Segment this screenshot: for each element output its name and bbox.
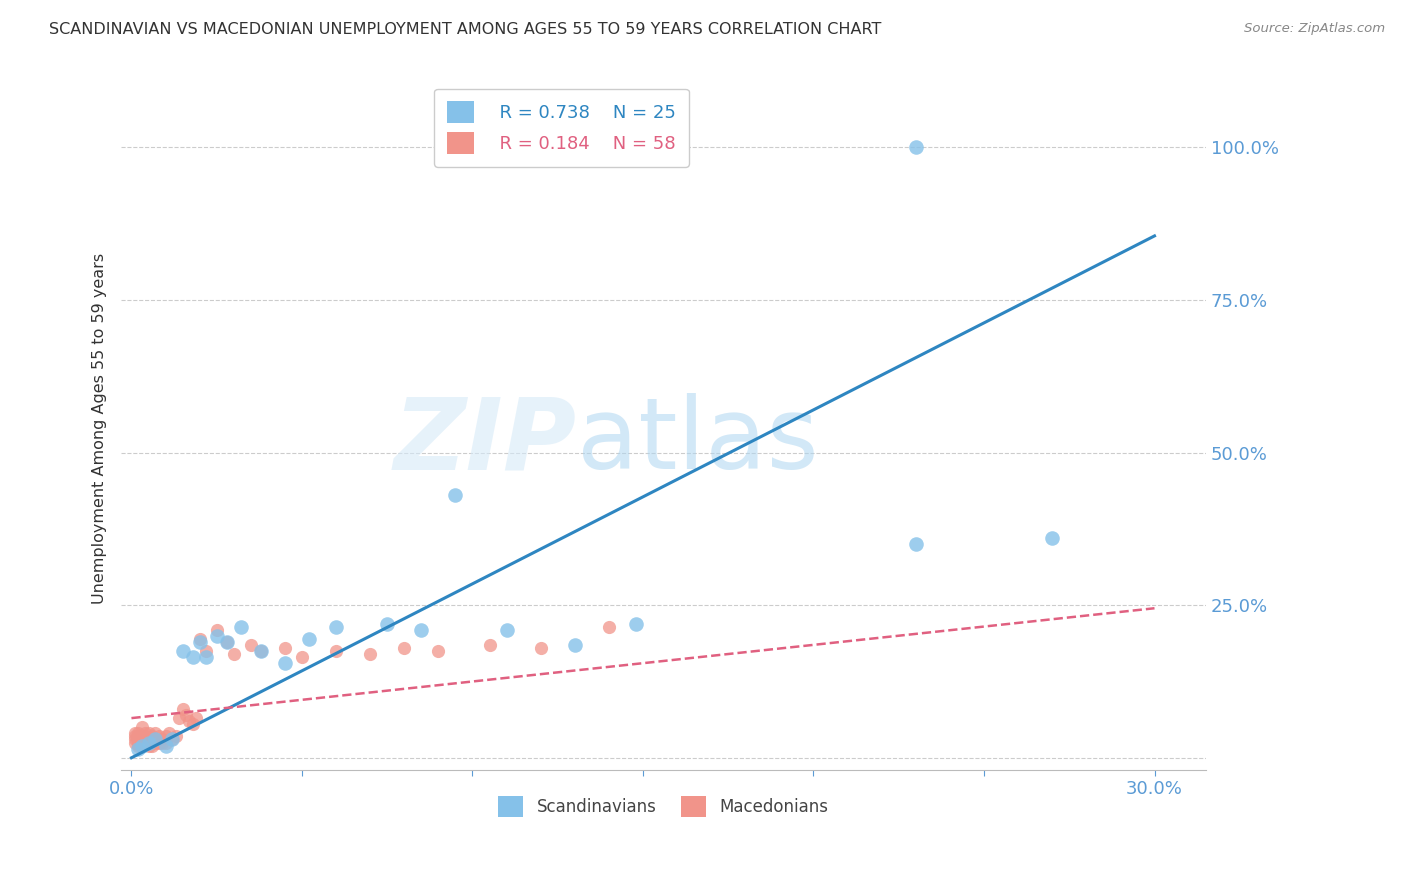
Point — [205, 623, 228, 637]
Point — [131, 732, 153, 747]
Point — [138, 735, 160, 749]
Point — [222, 647, 245, 661]
Point — [427, 644, 450, 658]
Point — [215, 635, 238, 649]
Point — [325, 644, 347, 658]
Point — [143, 726, 166, 740]
Point — [131, 739, 153, 753]
Point — [530, 640, 553, 655]
Point — [165, 730, 187, 744]
Point — [127, 732, 149, 747]
Point — [124, 730, 146, 744]
Text: ZIP: ZIP — [394, 393, 576, 491]
Point — [181, 650, 204, 665]
Point — [495, 623, 517, 637]
Point — [155, 735, 177, 749]
Point — [205, 629, 228, 643]
Text: atlas: atlas — [576, 393, 818, 491]
Point — [188, 635, 211, 649]
Point — [127, 735, 149, 749]
Point — [904, 537, 927, 551]
Point — [124, 726, 146, 740]
Point — [215, 635, 238, 649]
Point — [143, 735, 166, 749]
Point — [143, 732, 166, 747]
Point — [124, 735, 146, 749]
Text: SCANDINAVIAN VS MACEDONIAN UNEMPLOYMENT AMONG AGES 55 TO 59 YEARS CORRELATION CH: SCANDINAVIAN VS MACEDONIAN UNEMPLOYMENT … — [49, 22, 882, 37]
Point — [155, 730, 177, 744]
Point — [134, 732, 156, 747]
Point — [134, 730, 156, 744]
Point — [157, 726, 180, 740]
Point — [274, 656, 297, 670]
Point — [186, 711, 208, 725]
Point — [134, 726, 156, 740]
Point — [179, 714, 201, 728]
Point — [1040, 531, 1063, 545]
Point — [150, 735, 173, 749]
Point — [141, 730, 163, 744]
Point — [167, 711, 190, 725]
Point — [127, 726, 149, 740]
Point — [239, 638, 262, 652]
Point — [188, 632, 211, 646]
Point — [195, 650, 218, 665]
Point — [141, 732, 163, 747]
Point — [195, 644, 218, 658]
Point — [274, 640, 297, 655]
Text: Source: ZipAtlas.com: Source: ZipAtlas.com — [1244, 22, 1385, 36]
Point — [291, 650, 314, 665]
Point — [624, 616, 647, 631]
Point — [298, 632, 321, 646]
Y-axis label: Unemployment Among Ages 55 to 59 years: Unemployment Among Ages 55 to 59 years — [93, 252, 107, 604]
Point — [598, 619, 620, 633]
Point — [325, 619, 347, 633]
Point — [148, 735, 170, 749]
Point — [134, 735, 156, 749]
Point — [143, 732, 166, 747]
Point — [131, 739, 153, 753]
Point — [250, 644, 273, 658]
Point — [138, 739, 160, 753]
Point — [181, 717, 204, 731]
Point — [172, 702, 194, 716]
Point — [444, 488, 467, 502]
Point — [411, 623, 433, 637]
Point — [127, 739, 149, 753]
Point — [138, 732, 160, 747]
Point — [162, 732, 184, 747]
Point — [359, 647, 381, 661]
Point — [131, 720, 153, 734]
Point — [478, 638, 501, 652]
Point — [172, 644, 194, 658]
Point — [648, 140, 671, 154]
Point — [124, 732, 146, 747]
Point — [250, 644, 273, 658]
Point — [131, 735, 153, 749]
Point — [141, 739, 163, 753]
Point — [155, 739, 177, 753]
Point — [127, 741, 149, 756]
Point — [394, 640, 416, 655]
Point — [138, 726, 160, 740]
Point — [148, 730, 170, 744]
Point — [564, 638, 586, 652]
Legend: Scandinavians, Macedonians: Scandinavians, Macedonians — [492, 789, 835, 823]
Point — [150, 732, 173, 747]
Point — [174, 708, 197, 723]
Point — [375, 616, 398, 631]
Point — [162, 732, 184, 747]
Point — [138, 735, 160, 749]
Point — [229, 619, 252, 633]
Point — [127, 730, 149, 744]
Point — [904, 140, 927, 154]
